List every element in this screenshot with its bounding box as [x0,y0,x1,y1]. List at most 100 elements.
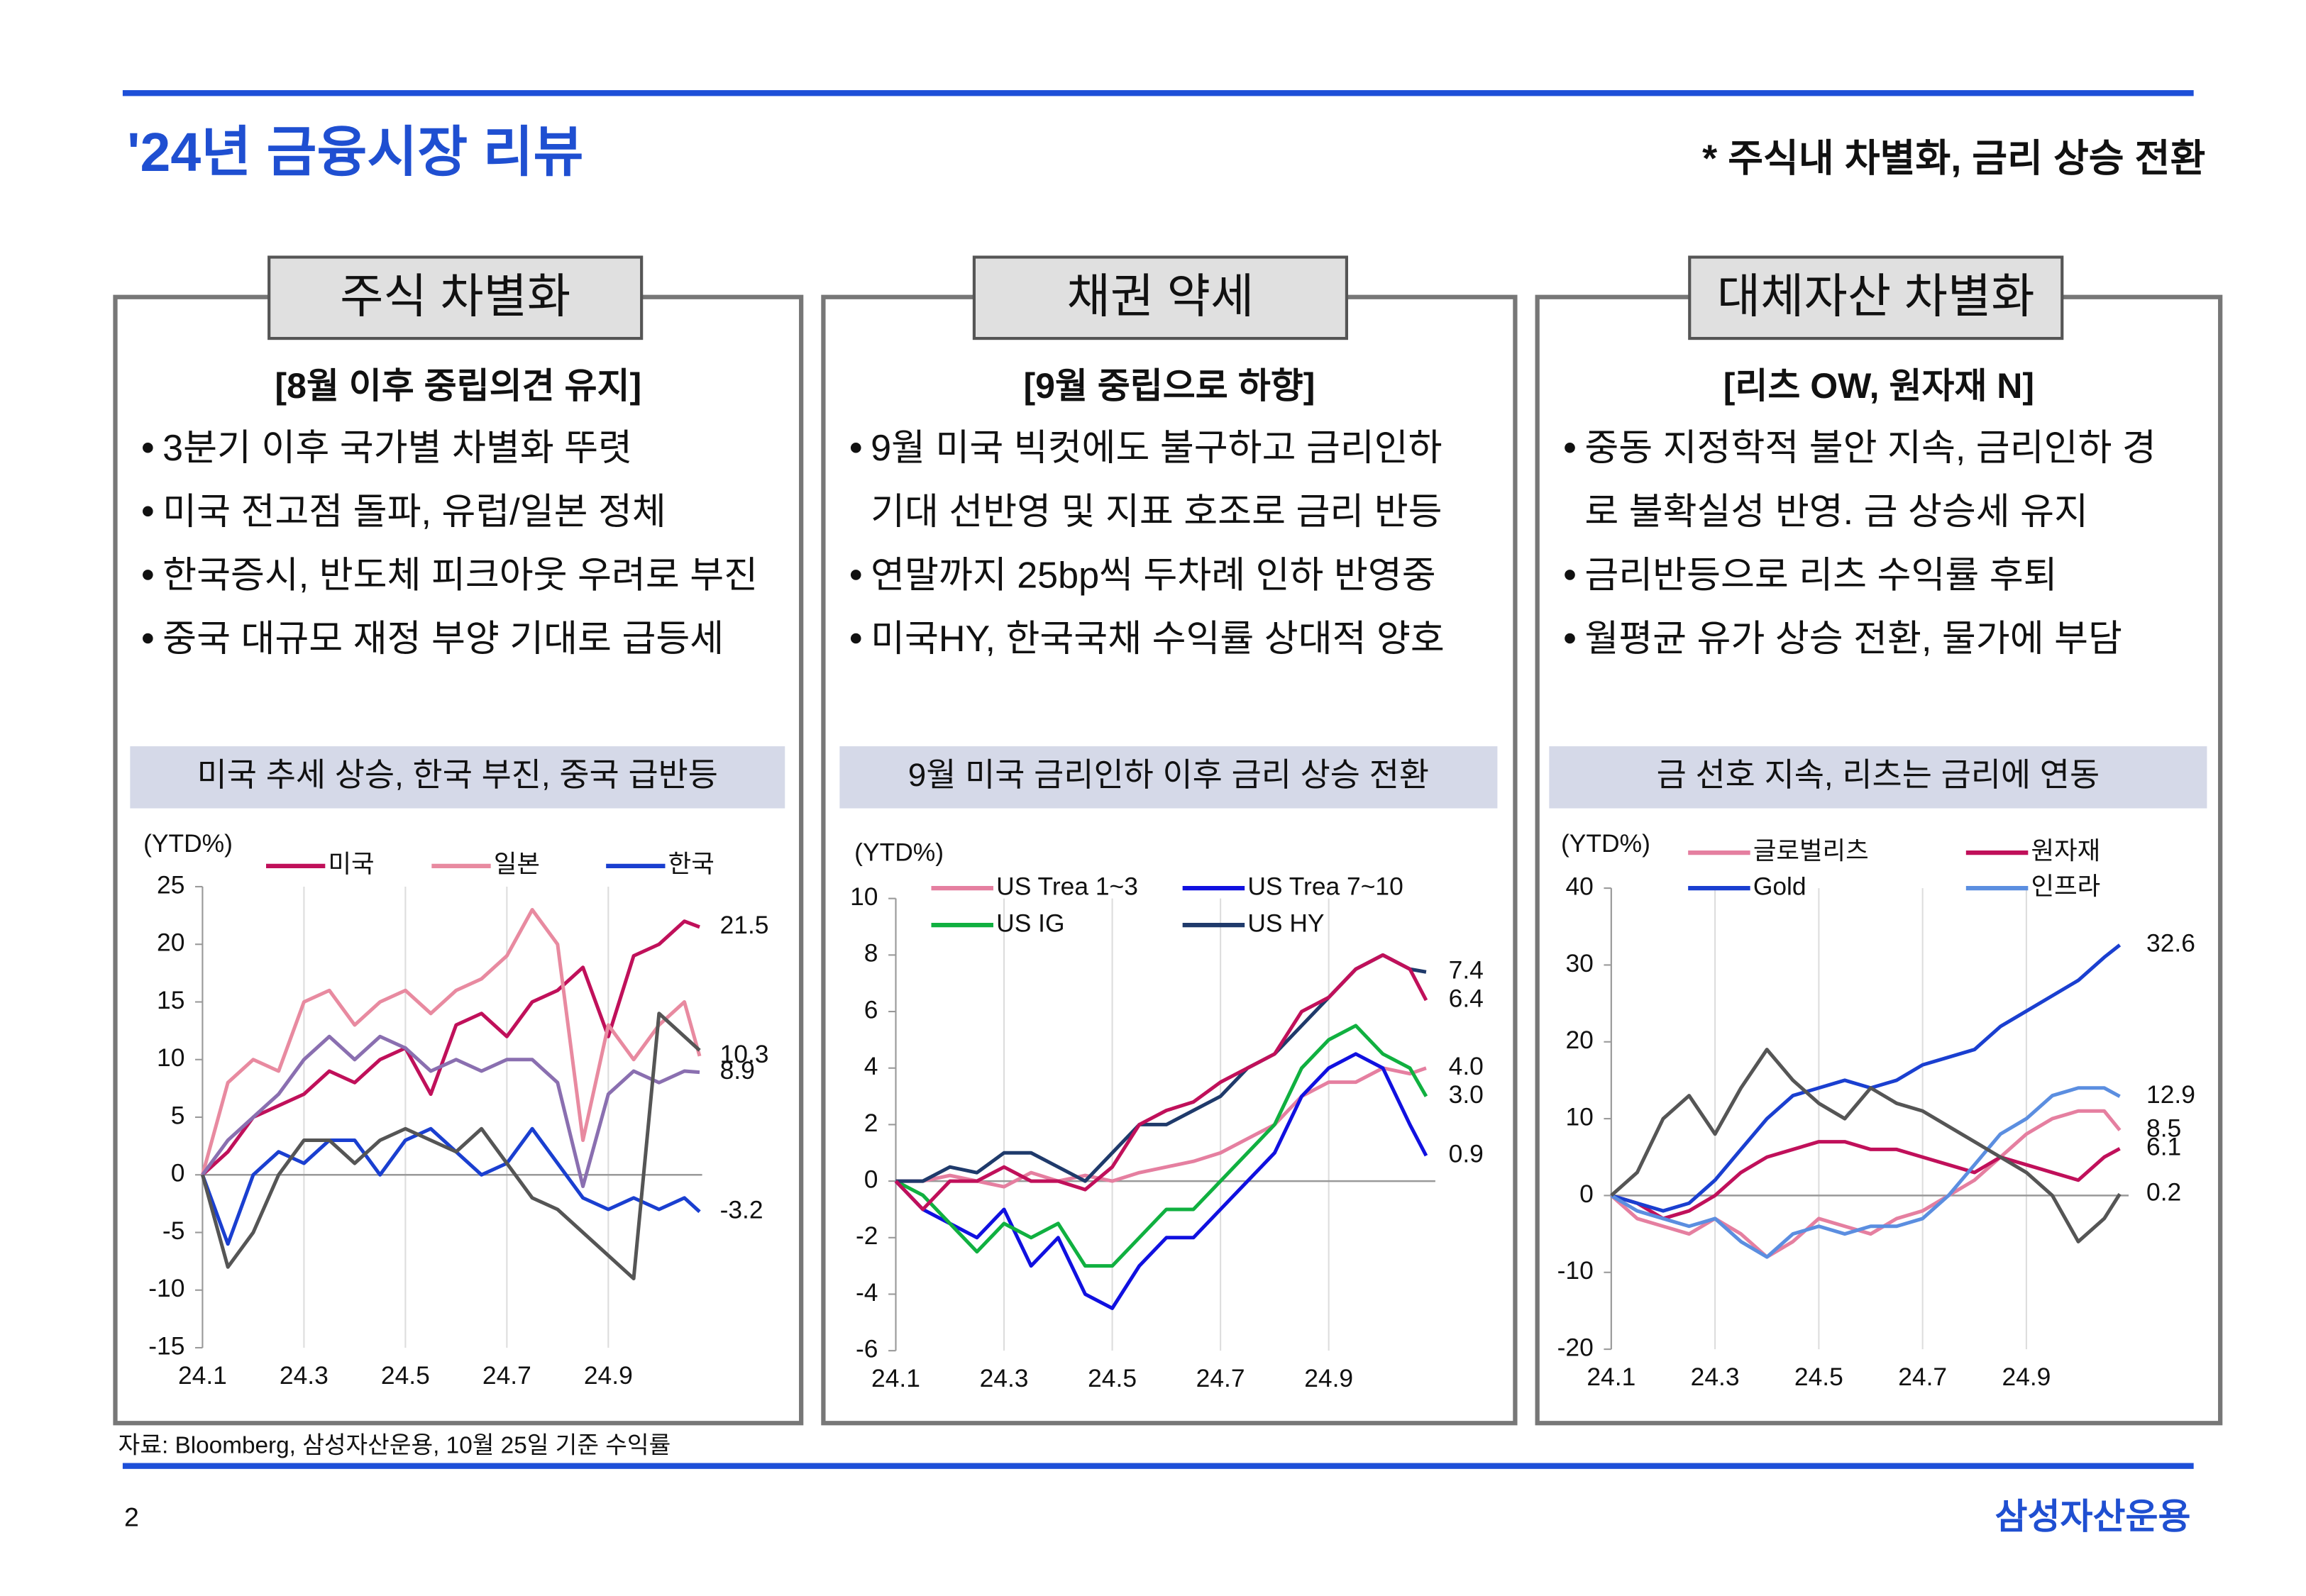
end-label: 10.3 [720,1040,769,1068]
end-label: 8.9 [720,1056,755,1085]
y-tick-label: -5 [162,1217,184,1245]
end-label: 12.9 [2146,1080,2195,1109]
top-rule [122,90,2194,96]
series-line [895,953,1427,1183]
y-tick-label: 6 [864,995,878,1024]
panel-subheading: [8월 이후 중립의견 유지] [275,366,641,406]
legend-label: 인프라 [2031,872,2101,900]
end-label: 0.9 [1449,1140,1484,1168]
y-tick-label: 5 [171,1101,185,1129]
x-tick-label: 24.7 [482,1361,531,1390]
y-tick-label: -10 [148,1274,184,1302]
y-tick-label: -15 [148,1331,184,1360]
end-label: -3.2 [720,1196,763,1224]
panel-tab [267,255,644,340]
y-tick-label: 10 [850,882,878,911]
legend-label: US HY [1247,909,1324,938]
y-tick-label: -10 [1557,1256,1594,1285]
bullet-dot [143,633,153,644]
end-label: 3.0 [1449,1080,1484,1109]
y-tick-label: -4 [856,1278,878,1307]
y-tick-label: 10 [1565,1102,1593,1131]
x-tick-label: 24.9 [1304,1364,1353,1392]
legend-label: 원자재 [2031,836,2101,865]
series-line [1610,1086,2121,1259]
bullet-text: 미국 전고점 돌파, 유럽/일본 정체 [162,492,666,533]
legend-label: 글로벌리츠 [1753,836,1869,865]
bullet-dot [143,442,153,453]
series-line [894,1052,1428,1310]
y-axis-unit: (YTD%) [143,829,233,858]
end-label: 6.1 [2146,1133,2181,1161]
end-label: 7.4 [1449,956,1484,985]
caption: 9월 미국 금리인하 이후 금리 상승 전환 [908,757,1429,793]
x-tick-label: 24.1 [178,1361,227,1390]
legend-label: 미국 [329,850,375,878]
brand: 삼성자산운용 [1995,1497,2191,1536]
bullet-dot [1565,442,1575,453]
bullet-dot [143,506,153,517]
series-line [201,1034,700,1188]
caption: 미국 추세 상승, 한국 부진, 중국 급반등 [197,757,718,793]
legend-label: US Trea 7~10 [1247,872,1403,900]
caption-box [839,746,1498,809]
panel-subheading: [9월 중립으로 하향] [1023,366,1315,406]
y-axis-unit: (YTD%) [854,838,944,867]
bullet-dot [850,570,861,580]
y-tick-label: 4 [864,1052,878,1080]
end-label: 8.5 [2146,1114,2181,1143]
bullet-text: 9월 미국 빅컷에도 불구하고 금리인하 [871,428,1442,469]
x-tick-label: 24.7 [1196,1364,1245,1392]
y-tick-label: 15 [157,986,184,1014]
source: 자료: Bloomberg, 삼성자산운용, 10월 25일 기준 수익률 [118,1432,671,1458]
panel-heading: 채권 약세 [1067,271,1254,323]
bullet-dot [1565,570,1575,580]
x-tick-label: 24.7 [1898,1363,1947,1391]
x-tick-label: 24.3 [980,1364,1029,1392]
x-tick-label: 24.3 [1691,1363,1740,1391]
end-label: 6.4 [1449,984,1484,1012]
y-axis-unit: (YTD%) [1561,829,1650,858]
series-line [1610,1109,2122,1259]
caption-box [130,746,785,809]
bullet-text: 한국증시, 반도체 피크아웃 우려로 부진 [162,555,758,596]
page-number: 2 [124,1502,139,1532]
caption-box [1549,746,2207,809]
bullet-text: 연말까지 25bp씩 두차례 인하 반영중 [871,555,1436,596]
legend-label: 한국 [668,850,715,878]
series-line [201,919,700,1177]
series-line [1610,1048,2122,1243]
bullet-text: 로 불확실성 반영. 금 상승세 유지 [1584,492,2088,533]
panel-tab [972,255,1348,340]
panel-heading: 대체자산 차별화 [1717,271,2035,323]
panel-subheading: [리츠 OW, 원자재 N] [1723,366,2034,406]
bottom-rule [122,1463,2194,1469]
legend-label: 일본 [494,850,540,878]
bullet-dot [850,633,861,644]
legend-label: US Trea 1~3 [996,872,1138,900]
panel-heading: 주식 차별화 [340,271,570,323]
series-line [1611,1140,2121,1221]
series-line [201,1012,701,1281]
bullet-text: 중동 지정학적 불안 지속, 금리인하 경 [1584,428,2156,469]
x-tick-label: 24.1 [1587,1363,1635,1391]
y-tick-label: 8 [864,939,878,968]
y-tick-label: 0 [171,1159,185,1187]
bullet-text: 3분기 이후 국가별 차별화 뚜렷 [162,428,632,469]
series-line [895,1066,1427,1189]
bullet-text: 기대 선반영 및 지표 호조로 금리 반등 [871,492,1442,533]
note: * 주식내 차별화, 금리 상승 전환 [1702,137,2205,179]
end-label: 32.6 [2146,929,2195,958]
y-tick-label: 2 [864,1109,878,1137]
series-line [201,908,702,1175]
end-label: 0.2 [2146,1178,2181,1207]
y-tick-label: 25 [157,870,184,899]
bullet-text: 미국HY, 한국국채 수익률 상대적 양호 [871,619,1445,660]
bullet-dot [143,570,153,580]
y-tick-label: 0 [864,1165,878,1193]
x-tick-label: 24.9 [584,1361,633,1390]
y-tick-label: -6 [856,1335,878,1363]
bullet-dot [850,442,861,453]
